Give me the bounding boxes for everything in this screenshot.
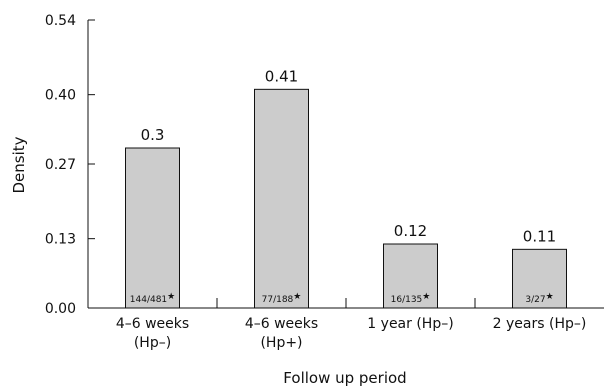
- bar-count-label: 144/481★: [130, 292, 175, 305]
- bar-group: 0.41 77/188★ 4–6 weeks (Hp+): [245, 67, 318, 351]
- x-tick-label: (Hp+): [260, 335, 302, 351]
- bar: [254, 88, 309, 309]
- y-tick-label: 0.40: [45, 88, 76, 104]
- bar: [383, 243, 438, 309]
- count-marker: ★: [546, 292, 554, 302]
- x-tick-label: 2 years (Hp–): [493, 316, 587, 332]
- x-axis-label: Follow up period: [283, 369, 406, 387]
- bar-count-label: 16/135★: [391, 292, 431, 305]
- bar-value-label: 0.11: [523, 227, 556, 245]
- y-tick-label: 0.27: [45, 157, 76, 173]
- bar-group: 0.12 16/135★ 1 year (Hp–): [367, 222, 453, 332]
- bars: 0.3 144/481★ 4–6 weeks (Hp–) 0.41 77/188★ 4–6 …: [116, 67, 587, 351]
- x-tick-label: 4–6 weeks: [116, 316, 189, 332]
- count-marker: ★: [293, 292, 301, 302]
- bar-count-label: 3/27★: [525, 292, 553, 305]
- y-tick-label: 0.00: [45, 301, 76, 317]
- y-tick-label: 0.54: [45, 13, 76, 29]
- count-marker: ★: [167, 292, 175, 302]
- bar-value-label: 0.12: [394, 222, 427, 240]
- x-tick-label: 1 year (Hp–): [367, 316, 453, 332]
- bar-value-label: 0.41: [265, 67, 298, 85]
- bar-group: 0.3 144/481★ 4–6 weeks (Hp–): [116, 126, 189, 351]
- bar: [125, 147, 180, 309]
- count-marker: ★: [422, 292, 430, 302]
- x-tick-label: (Hp–): [134, 335, 171, 351]
- x-tick-label: 4–6 weeks: [245, 316, 318, 332]
- bar: [512, 248, 567, 309]
- bar-count-label: 77/188★: [262, 292, 302, 305]
- bar-group: 0.11 3/27★ 2 years (Hp–): [493, 227, 587, 332]
- bar-value-label: 0.3: [141, 126, 165, 144]
- y-tick-label: 0.13: [45, 232, 76, 248]
- y-axis-label: Density: [10, 136, 28, 193]
